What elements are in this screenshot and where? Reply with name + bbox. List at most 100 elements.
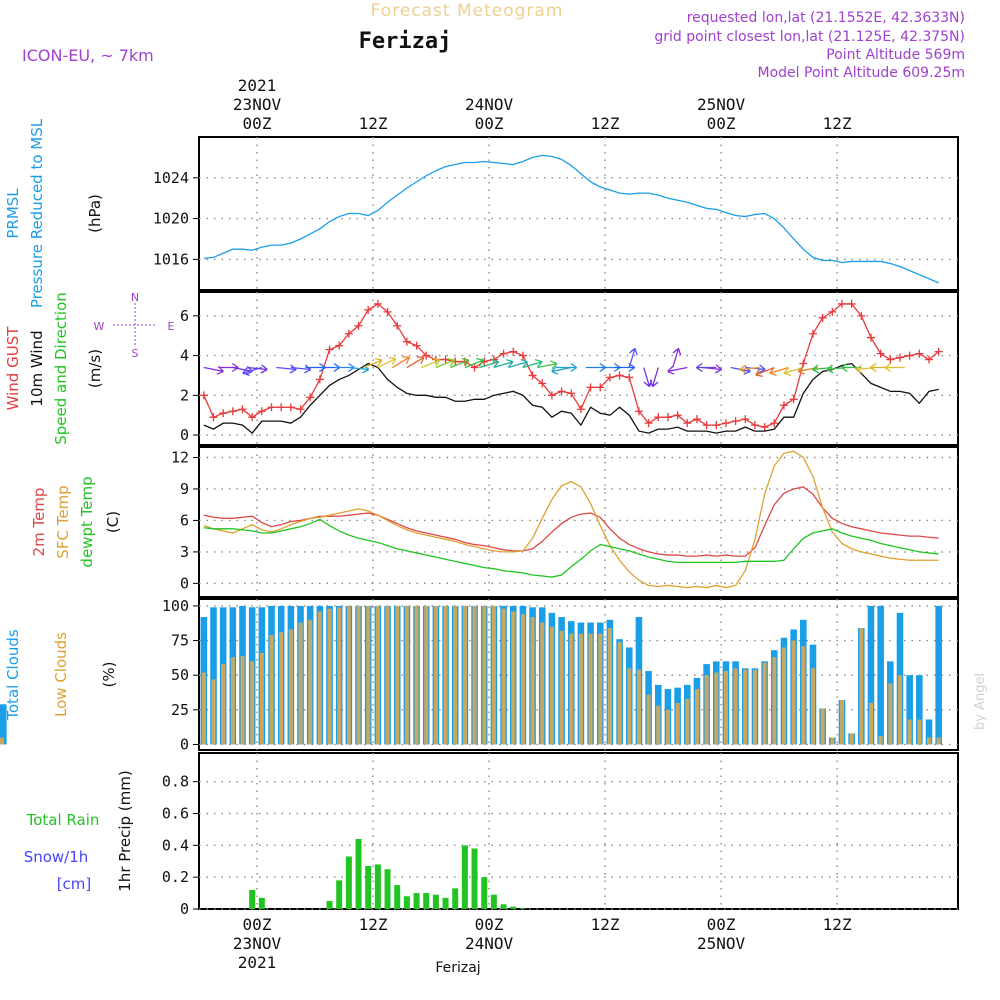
precip-bar <box>481 877 488 909</box>
gust-marker <box>228 407 237 416</box>
wind-arrow <box>464 357 484 369</box>
gust-marker <box>750 421 759 430</box>
clouds-bar <box>598 633 603 745</box>
clouds-bar <box>221 664 226 745</box>
gust-marker <box>692 415 701 424</box>
gust-marker <box>315 375 324 384</box>
gust-marker <box>576 405 585 414</box>
clouds-bar <box>839 700 845 745</box>
precip-label-1: Snow/1h <box>24 848 89 866</box>
clouds-bar <box>617 641 622 745</box>
time-label: 23NOV <box>233 95 282 114</box>
clouds-bar <box>443 605 448 745</box>
precip-bar <box>500 904 507 909</box>
gust-marker <box>402 337 411 346</box>
wind-arrow <box>614 362 636 373</box>
clouds-bar <box>588 633 593 745</box>
clouds-bar <box>743 669 748 745</box>
wind-arrow <box>783 366 804 376</box>
wind-arrow <box>537 360 558 370</box>
clouds-bar <box>0 737 5 745</box>
clouds-bar <box>752 669 757 745</box>
precip-label-2: [cm] <box>57 875 92 893</box>
gust-marker <box>470 363 479 372</box>
clouds-bar <box>694 689 699 745</box>
gust-marker <box>625 373 634 382</box>
precip-bar <box>490 894 497 909</box>
precip-bar <box>423 893 430 909</box>
y-tick-label: 1016 <box>153 250 189 268</box>
pressure-label-1: Pressure Reduced to MSL <box>28 118 46 308</box>
wind-label-0: Wind GUST <box>4 326 22 411</box>
gust-marker <box>528 371 537 380</box>
gust-marker <box>905 351 914 360</box>
wind-arrow <box>479 359 500 369</box>
wind-arrow <box>755 366 775 378</box>
gust-marker <box>277 403 286 412</box>
y-tick-label: 0.8 <box>162 773 189 791</box>
time-label: 00Z <box>475 915 504 934</box>
clouds-bar <box>578 633 583 745</box>
wind-series-line <box>203 362 939 434</box>
wind-unit-label: (m/s) <box>86 349 104 388</box>
clouds-bar <box>926 737 932 745</box>
wind-arrow <box>242 366 263 376</box>
temperature-label-2: dewpt Temp <box>78 476 96 567</box>
clouds-bar <box>772 657 777 745</box>
precip-bar <box>258 897 265 909</box>
gust-marker <box>673 411 682 420</box>
gust-marker <box>538 379 547 388</box>
time-label: 2021 <box>238 953 277 972</box>
gust-marker <box>644 419 653 428</box>
gust-marker <box>866 333 875 342</box>
gust-marker <box>335 341 344 350</box>
footer-station: Ferizaj <box>435 960 480 976</box>
wind-arrow <box>450 357 470 369</box>
clouds-bar <box>859 628 864 745</box>
clouds-bar <box>549 626 554 745</box>
model-label: ICON-EU, ~ 7km <box>22 46 154 65</box>
precip-bar <box>326 901 333 909</box>
clouds-bar <box>723 671 728 745</box>
gust-marker <box>547 391 556 400</box>
clouds-bar <box>453 605 458 745</box>
gust-marker <box>480 357 489 366</box>
gust-marker <box>489 355 498 364</box>
wind-arrow <box>701 364 723 374</box>
clouds-bar <box>501 608 506 745</box>
clouds-bar <box>385 605 390 745</box>
y-tick-label: 25 <box>171 701 189 719</box>
precip-unit-label: 1hr Precip (mm) <box>116 770 134 891</box>
wind-arrow <box>628 347 638 368</box>
gust-marker <box>615 371 624 380</box>
precip-bar <box>394 885 401 909</box>
clouds-bar <box>210 607 217 745</box>
clouds-bar <box>327 608 332 745</box>
header-subtitle: Forecast Meteogram <box>371 1 564 21</box>
clouds-label-1: Low Clouds <box>52 632 70 717</box>
temperature-panel: 0 3 6 9 12 2m Temp SFC Temp dewpt Temp (C) <box>30 446 959 598</box>
clouds-bar <box>250 661 255 745</box>
clouds-bar <box>298 622 303 745</box>
clouds-bar <box>925 719 933 745</box>
clouds-bar <box>877 605 884 745</box>
precip-bar <box>336 880 343 909</box>
wind-arrow <box>508 359 529 369</box>
compass-S: S <box>132 347 139 360</box>
clouds-bar <box>867 605 875 745</box>
clouds-bar <box>462 605 467 745</box>
wind-arrow <box>672 347 682 368</box>
y-tick-label: 0 <box>180 574 189 592</box>
gust-marker <box>683 419 692 428</box>
gust-marker <box>634 407 643 416</box>
gust-marker <box>499 349 508 358</box>
info-line-2: grid point closest lon,lat (21.125E, 42.… <box>654 29 965 45</box>
precip-panel: 0 0.2 0.4 0.6 0.8 Total Rain Snow/1h [cm] 1hr Pr… <box>24 752 959 918</box>
time-label: 00Z <box>243 915 272 934</box>
y-tick-label: 1024 <box>153 169 189 187</box>
clouds-bar <box>424 605 429 745</box>
gust-marker <box>654 413 663 422</box>
precip-bar <box>355 838 362 909</box>
